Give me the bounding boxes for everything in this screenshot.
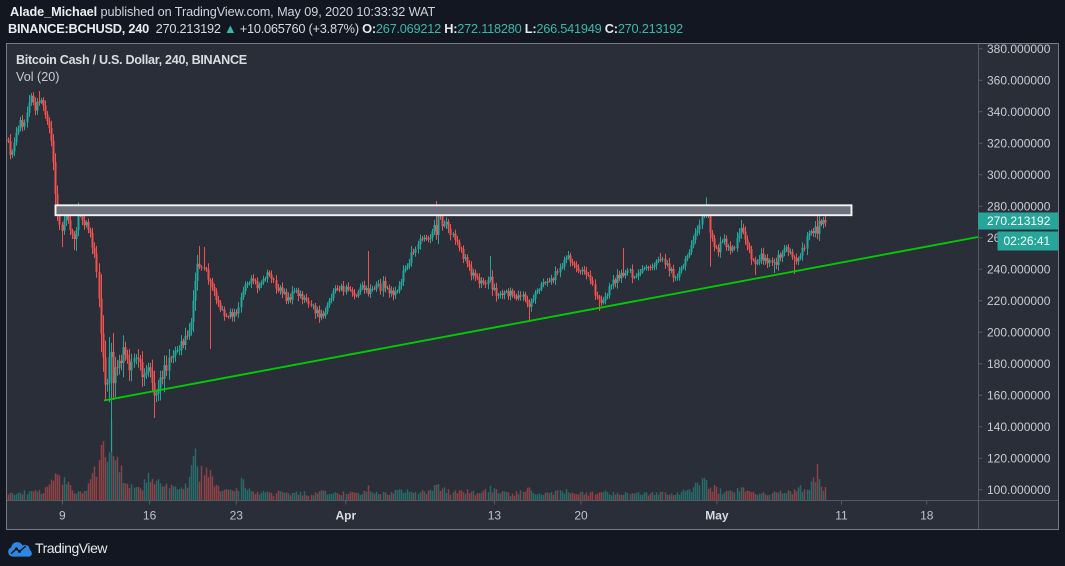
svg-text:May: May	[705, 509, 729, 523]
svg-text:13: 13	[488, 509, 502, 523]
svg-text:02:26:41: 02:26:41	[1004, 234, 1051, 248]
svg-text:140.000000: 140.000000	[987, 420, 1051, 434]
svg-text:240.000000: 240.000000	[987, 263, 1051, 277]
svg-text:380.000000: 380.000000	[987, 44, 1051, 56]
svg-text:18: 18	[920, 509, 934, 523]
svg-text:180.000000: 180.000000	[987, 357, 1051, 371]
svg-text:220.000000: 220.000000	[987, 294, 1051, 308]
svg-text:270.213192: 270.213192	[987, 214, 1051, 228]
svg-text:120.000000: 120.000000	[987, 452, 1051, 466]
svg-text:Vol (20): Vol (20)	[16, 70, 59, 84]
svg-text:200.000000: 200.000000	[987, 326, 1051, 340]
svg-text:16: 16	[143, 509, 157, 523]
svg-text:340.000000: 340.000000	[987, 105, 1051, 119]
svg-text:9: 9	[59, 509, 66, 523]
svg-text:100.000000: 100.000000	[987, 483, 1051, 497]
svg-text:Apr: Apr	[335, 509, 356, 523]
svg-text:360.000000: 360.000000	[987, 74, 1051, 88]
svg-text:320.000000: 320.000000	[987, 137, 1051, 151]
svg-text:23: 23	[230, 509, 244, 523]
svg-text:11: 11	[835, 509, 848, 523]
svg-text:280.000000: 280.000000	[987, 200, 1051, 214]
svg-text:160.000000: 160.000000	[987, 389, 1051, 403]
svg-text:20: 20	[574, 509, 588, 523]
svg-text:300.000000: 300.000000	[987, 168, 1051, 182]
svg-text:Bitcoin Cash / U.S. Dollar, 24: Bitcoin Cash / U.S. Dollar, 240, BINANCE	[16, 53, 247, 67]
